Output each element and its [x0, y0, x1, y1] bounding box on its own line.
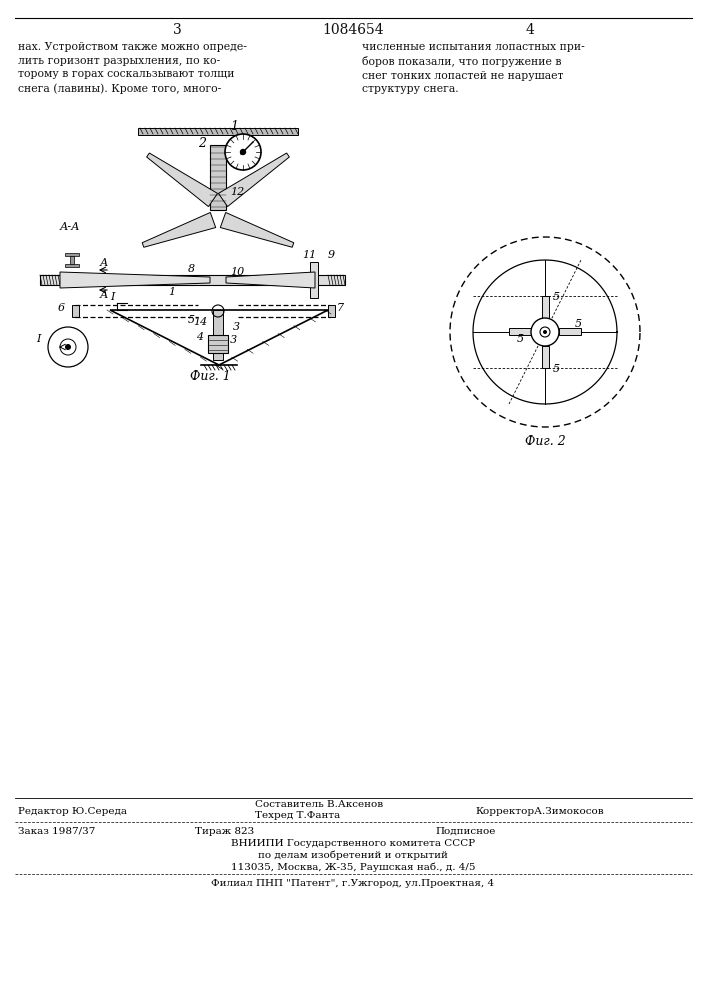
Text: 2: 2 — [198, 137, 206, 150]
Text: Подписное: Подписное — [435, 827, 496, 836]
Text: 5: 5 — [553, 364, 560, 374]
Bar — [509, 328, 531, 335]
Bar — [213, 310, 223, 360]
Polygon shape — [142, 212, 216, 247]
Bar — [65, 253, 79, 256]
Text: Филиал ПНП "Патент", г.Ужгород, ул.Проектная, 4: Филиал ПНП "Патент", г.Ужгород, ул.Проек… — [211, 879, 495, 888]
Circle shape — [540, 327, 550, 337]
Polygon shape — [226, 272, 315, 288]
Text: 5: 5 — [517, 334, 524, 344]
Text: численные испытания лопастных при-
боров показали, что погружение в
снег тонких : численные испытания лопастных при- боров… — [362, 42, 585, 94]
Bar — [208, 335, 228, 353]
Circle shape — [65, 344, 71, 350]
Text: Тираж 823: Тираж 823 — [195, 827, 255, 836]
Bar — [40, 275, 345, 285]
Text: 13: 13 — [223, 335, 238, 345]
Bar — [542, 346, 549, 368]
Bar — [65, 264, 79, 267]
Text: 11: 11 — [302, 250, 316, 260]
Text: Фиг. 1: Фиг. 1 — [189, 370, 230, 383]
Text: А: А — [100, 258, 108, 268]
Circle shape — [225, 134, 261, 170]
Text: 1: 1 — [230, 120, 238, 133]
Text: 10: 10 — [230, 267, 244, 277]
Polygon shape — [218, 153, 289, 207]
Text: 3: 3 — [233, 322, 240, 332]
Bar — [138, 128, 298, 135]
Text: 7: 7 — [337, 303, 344, 313]
Text: 5: 5 — [553, 292, 560, 302]
Text: 4: 4 — [525, 23, 534, 37]
Circle shape — [531, 318, 559, 346]
Text: 6: 6 — [58, 303, 65, 313]
Circle shape — [543, 330, 547, 334]
Text: 1: 1 — [168, 287, 175, 297]
Polygon shape — [60, 272, 210, 288]
Text: I: I — [36, 334, 40, 344]
Text: Составитель В.Аксенов: Составитель В.Аксенов — [255, 800, 383, 809]
Text: 113035, Москва, Ж-35, Раушская наб., д. 4/5: 113035, Москва, Ж-35, Раушская наб., д. … — [230, 863, 475, 872]
Bar — [542, 296, 549, 318]
Circle shape — [48, 327, 88, 367]
Bar — [210, 145, 226, 210]
Text: Заказ 1987/37: Заказ 1987/37 — [18, 827, 95, 836]
Text: Техред Т.Фанта: Техред Т.Фанта — [255, 811, 340, 820]
Text: 1084654: 1084654 — [322, 23, 384, 37]
Text: 9: 9 — [328, 250, 335, 260]
Text: I: I — [110, 292, 115, 302]
Text: КорректорА.Зимокосов: КорректорА.Зимокосов — [475, 807, 604, 816]
Text: А: А — [100, 290, 108, 300]
Bar — [72, 305, 79, 317]
Text: по делам изобретений и открытий: по делам изобретений и открытий — [258, 851, 448, 860]
Bar — [328, 305, 335, 317]
Polygon shape — [221, 212, 294, 247]
Text: 8: 8 — [188, 264, 195, 274]
Bar — [70, 256, 74, 264]
Text: Фиг. 2: Фиг. 2 — [525, 435, 566, 448]
Text: Редактор Ю.Середа: Редактор Ю.Середа — [18, 807, 127, 816]
Text: ВНИИПИ Государственного комитета СССР: ВНИИПИ Государственного комитета СССР — [231, 839, 475, 848]
Text: 5: 5 — [188, 315, 195, 325]
Text: 4: 4 — [196, 332, 203, 342]
Bar — [310, 262, 318, 298]
Polygon shape — [146, 153, 218, 207]
Text: 12: 12 — [230, 187, 244, 197]
Text: 3: 3 — [173, 23, 182, 37]
Text: 14: 14 — [193, 317, 207, 327]
Circle shape — [240, 149, 245, 154]
Text: А-А: А-А — [60, 222, 81, 232]
Bar — [559, 328, 581, 335]
Text: 5: 5 — [575, 319, 582, 329]
Text: нах. Устройством также можно опреде-
лить горизонт разрыхления, по ко-
торому в : нах. Устройством также можно опреде- лит… — [18, 42, 247, 94]
